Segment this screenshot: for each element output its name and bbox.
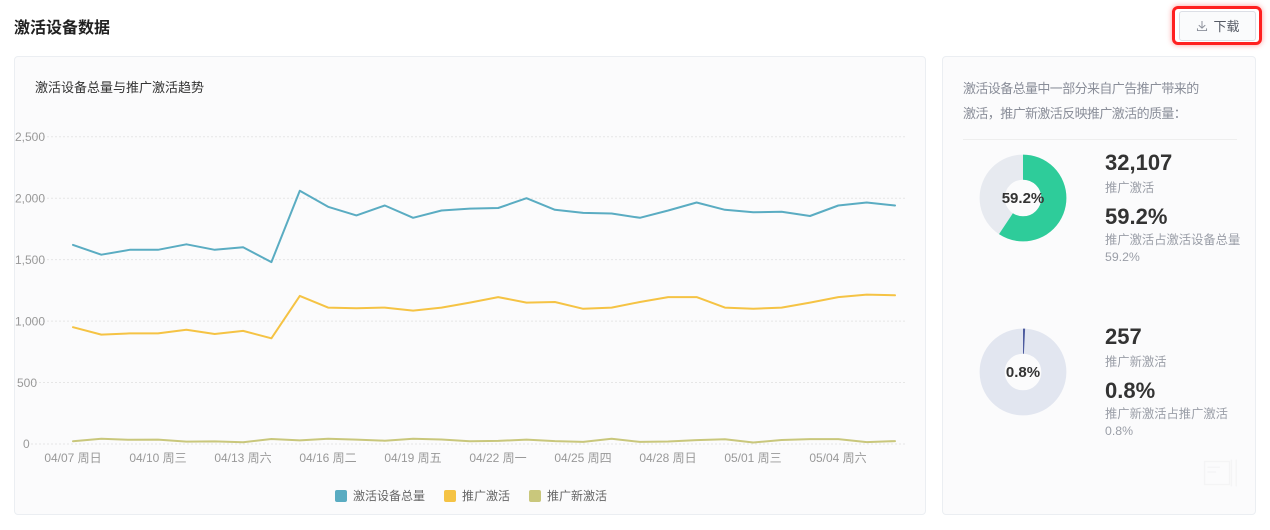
svg-text:2,000: 2,000 [15,192,45,206]
svg-text:1,000: 1,000 [15,315,45,329]
svg-text:04/28 周日: 04/28 周日 [639,451,696,465]
svg-text:500: 500 [17,376,37,390]
svg-text:04/22 周一: 04/22 周一 [469,451,526,465]
svg-text:04/10 周三: 04/10 周三 [129,451,186,465]
svg-text:1,500: 1,500 [15,253,45,267]
svg-text:04/19 周五: 04/19 周五 [384,451,441,465]
svg-text:04/16 周二: 04/16 周二 [299,451,356,465]
svg-text:05/01 周三: 05/01 周三 [724,451,781,465]
svg-text:05/04 周六: 05/04 周六 [809,451,866,465]
svg-text:04/07 周日: 04/07 周日 [44,451,101,465]
svg-text:2,500: 2,500 [15,130,45,144]
svg-text:04/25 周四: 04/25 周四 [554,451,611,465]
svg-text:04/13 周六: 04/13 周六 [214,451,271,465]
svg-text:0: 0 [23,437,30,451]
